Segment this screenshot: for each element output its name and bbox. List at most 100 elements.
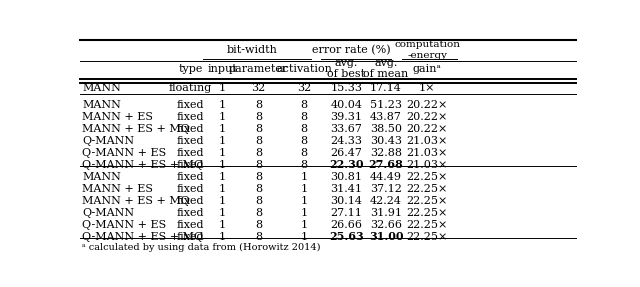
Text: Q-MANN + ES + MQ: Q-MANN + ES + MQ bbox=[83, 232, 204, 242]
Text: avg.
of best: avg. of best bbox=[327, 58, 365, 79]
Text: 1: 1 bbox=[219, 100, 226, 110]
Text: 1: 1 bbox=[219, 136, 226, 146]
Text: 43.87: 43.87 bbox=[370, 112, 402, 122]
Text: 22.25×: 22.25× bbox=[406, 220, 448, 230]
Text: 8: 8 bbox=[300, 148, 307, 158]
Text: fixed: fixed bbox=[177, 184, 204, 194]
Text: 32.66: 32.66 bbox=[370, 220, 402, 230]
Text: parameter: parameter bbox=[229, 64, 288, 74]
Text: 8: 8 bbox=[255, 208, 262, 218]
Text: 32: 32 bbox=[252, 83, 266, 93]
Text: 8: 8 bbox=[255, 232, 262, 242]
Text: 30.14: 30.14 bbox=[330, 196, 362, 206]
Text: 27.68: 27.68 bbox=[369, 159, 403, 170]
Text: 21.03×: 21.03× bbox=[406, 160, 448, 170]
Text: 8: 8 bbox=[255, 160, 262, 170]
Text: 8: 8 bbox=[300, 160, 307, 170]
Text: 1: 1 bbox=[219, 196, 226, 206]
Text: type: type bbox=[178, 64, 202, 74]
Text: 32.88: 32.88 bbox=[370, 148, 402, 158]
Text: 31.41: 31.41 bbox=[330, 184, 362, 194]
Text: fixed: fixed bbox=[177, 220, 204, 230]
Text: MANN: MANN bbox=[83, 100, 122, 110]
Text: 51.23: 51.23 bbox=[370, 100, 402, 110]
Text: 17.14: 17.14 bbox=[370, 83, 402, 93]
Text: 20.22×: 20.22× bbox=[406, 100, 448, 110]
Text: 8: 8 bbox=[255, 136, 262, 146]
Text: 37.12: 37.12 bbox=[370, 184, 402, 194]
Text: 1: 1 bbox=[300, 196, 307, 206]
Text: Q-MANN + ES: Q-MANN + ES bbox=[83, 148, 167, 158]
Text: fixed: fixed bbox=[177, 136, 204, 146]
Text: 8: 8 bbox=[300, 112, 307, 122]
Text: 1: 1 bbox=[219, 112, 226, 122]
Text: 39.31: 39.31 bbox=[330, 112, 362, 122]
Text: 1: 1 bbox=[300, 184, 307, 194]
Text: 1: 1 bbox=[219, 83, 226, 93]
Text: MANN + ES + MQ: MANN + ES + MQ bbox=[83, 124, 190, 134]
Text: 32: 32 bbox=[297, 83, 311, 93]
Text: fixed: fixed bbox=[177, 208, 204, 218]
Text: 44.49: 44.49 bbox=[370, 172, 402, 182]
Text: 1: 1 bbox=[219, 160, 226, 170]
Text: 20.22×: 20.22× bbox=[406, 124, 448, 134]
Text: Q-MANN + ES + MQ: Q-MANN + ES + MQ bbox=[83, 160, 204, 170]
Text: 24.33: 24.33 bbox=[330, 136, 362, 146]
Text: floating: floating bbox=[169, 83, 212, 93]
Text: MANN + ES: MANN + ES bbox=[83, 112, 154, 122]
Text: 21.03×: 21.03× bbox=[406, 148, 448, 158]
Text: 1: 1 bbox=[219, 184, 226, 194]
Text: 8: 8 bbox=[255, 172, 262, 182]
Text: 25.63: 25.63 bbox=[329, 231, 364, 242]
Text: 33.67: 33.67 bbox=[330, 124, 362, 134]
Text: 1: 1 bbox=[219, 124, 226, 134]
Text: 31.91: 31.91 bbox=[370, 208, 402, 218]
Text: ᵃ calculated by using data from (Horowitz 2014): ᵃ calculated by using data from (Horowit… bbox=[83, 243, 321, 252]
Text: 8: 8 bbox=[255, 112, 262, 122]
Text: error rate (%): error rate (%) bbox=[312, 45, 390, 55]
Text: 42.24: 42.24 bbox=[370, 196, 402, 206]
Text: Q-MANN: Q-MANN bbox=[83, 208, 134, 218]
Text: 1: 1 bbox=[219, 232, 226, 242]
Text: fixed: fixed bbox=[177, 160, 204, 170]
Text: 1: 1 bbox=[300, 232, 307, 242]
Text: 38.50: 38.50 bbox=[370, 124, 402, 134]
Text: 1: 1 bbox=[219, 172, 226, 182]
Text: MANN: MANN bbox=[83, 172, 122, 182]
Text: 8: 8 bbox=[255, 124, 262, 134]
Text: avg.
of mean: avg. of mean bbox=[364, 58, 409, 79]
Text: 27.11: 27.11 bbox=[330, 208, 362, 218]
Text: fixed: fixed bbox=[177, 196, 204, 206]
Text: 1: 1 bbox=[300, 172, 307, 182]
Text: MANN: MANN bbox=[83, 83, 122, 93]
Text: 26.47: 26.47 bbox=[330, 148, 362, 158]
Text: 30.43: 30.43 bbox=[370, 136, 402, 146]
Text: 22.30: 22.30 bbox=[329, 159, 364, 170]
Text: gainᵃ: gainᵃ bbox=[413, 64, 442, 74]
Text: 22.25×: 22.25× bbox=[406, 208, 448, 218]
Text: 31.00: 31.00 bbox=[369, 231, 403, 242]
Text: 22.25×: 22.25× bbox=[406, 232, 448, 242]
Text: 22.25×: 22.25× bbox=[406, 184, 448, 194]
Text: 1: 1 bbox=[219, 220, 226, 230]
Text: activation: activation bbox=[276, 64, 332, 74]
Text: 8: 8 bbox=[300, 136, 307, 146]
Text: MANN + ES: MANN + ES bbox=[83, 184, 154, 194]
Text: fixed: fixed bbox=[177, 100, 204, 110]
Text: 15.33: 15.33 bbox=[330, 83, 362, 93]
Text: 22.25×: 22.25× bbox=[406, 196, 448, 206]
Text: 26.66: 26.66 bbox=[330, 220, 362, 230]
Text: 22.25×: 22.25× bbox=[406, 172, 448, 182]
Text: computation
-energy: computation -energy bbox=[394, 40, 460, 60]
Text: 8: 8 bbox=[255, 148, 262, 158]
Text: 8: 8 bbox=[255, 184, 262, 194]
Text: MANN + ES + MQ: MANN + ES + MQ bbox=[83, 196, 190, 206]
Text: Q-MANN + ES: Q-MANN + ES bbox=[83, 220, 167, 230]
Text: 8: 8 bbox=[255, 100, 262, 110]
Text: 1: 1 bbox=[219, 148, 226, 158]
Text: Q-MANN: Q-MANN bbox=[83, 136, 134, 146]
Text: 1: 1 bbox=[219, 208, 226, 218]
Text: fixed: fixed bbox=[177, 148, 204, 158]
Text: 40.04: 40.04 bbox=[330, 100, 362, 110]
Text: 21.03×: 21.03× bbox=[406, 136, 448, 146]
